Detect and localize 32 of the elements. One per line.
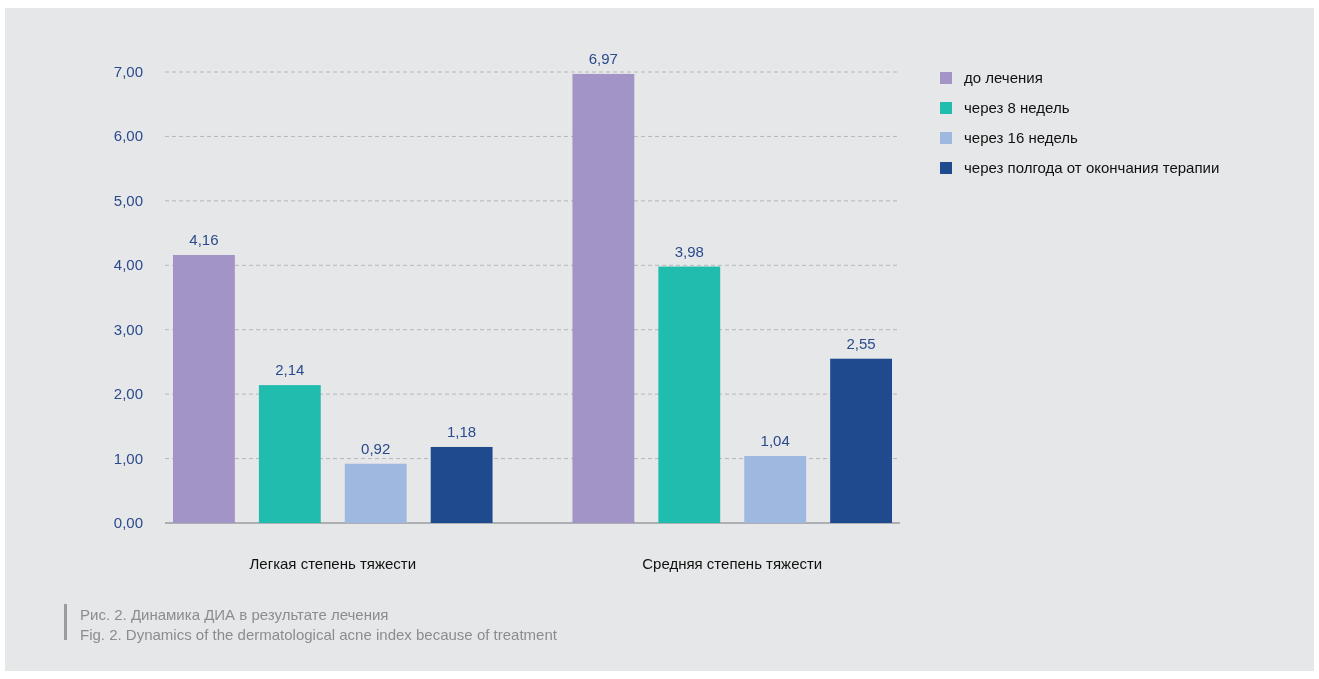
legend-label: до лечения xyxy=(964,69,1043,86)
y-tick-label: 4,00 xyxy=(113,256,143,274)
y-tick-label: 1,00 xyxy=(113,449,143,467)
legend-label: через 8 недель xyxy=(964,99,1070,116)
bar xyxy=(830,358,893,523)
caption: Fig. 2. Dynamics of the dermatological acne index because of treatment xyxy=(80,626,558,643)
y-tick-label: 0,00 xyxy=(113,514,143,531)
y-tick-label: 2,00 xyxy=(113,385,143,403)
data-label: 2,14 xyxy=(275,361,305,379)
x-tick-label: Легкая степень тяжести xyxy=(249,555,417,572)
bar xyxy=(172,254,235,523)
bar xyxy=(430,446,493,523)
y-tick-label: 3,00 xyxy=(113,320,143,338)
x-tick-label: Средняя степень тяжести xyxy=(642,555,823,572)
data-label: 1,18 xyxy=(447,422,477,440)
bar xyxy=(572,73,635,523)
legend-label: через полгода от окончания терапии xyxy=(964,159,1220,176)
y-tick-label: 5,00 xyxy=(113,191,143,209)
data-label: 6,97 xyxy=(588,49,618,67)
text: Рис. 2. Динамика ДИА в результате лечения xyxy=(80,606,389,623)
y-tick-label: 7,00 xyxy=(113,63,143,80)
bar xyxy=(344,463,407,523)
bar xyxy=(258,385,321,523)
bar xyxy=(658,266,721,523)
data-label: 1,04 xyxy=(760,431,790,449)
data-label: 2,55 xyxy=(846,334,876,352)
y-tick-label: 6,00 xyxy=(113,127,143,145)
data-label: 4,16 xyxy=(189,230,219,248)
data-label: 0,92 xyxy=(361,439,391,457)
bar xyxy=(744,455,807,523)
legend-label: через 16 недель xyxy=(964,129,1079,146)
data-label: 3,98 xyxy=(674,242,704,260)
